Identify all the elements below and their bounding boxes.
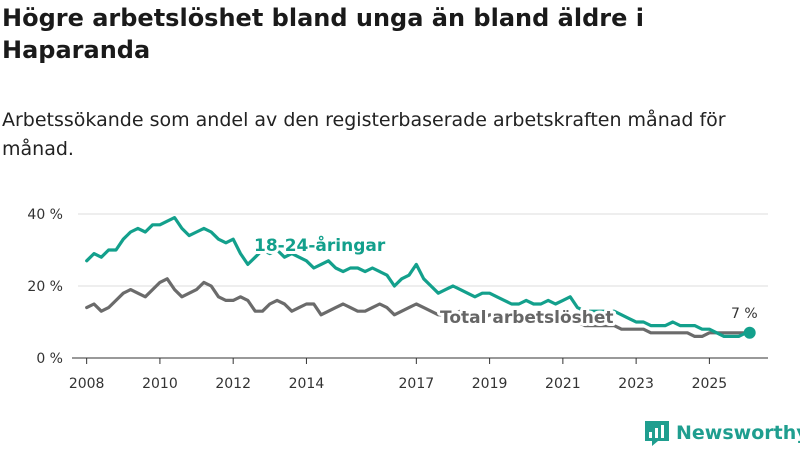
brand-name: Newsworthy (676, 422, 800, 444)
end-point-marker (743, 326, 756, 339)
series-label-total: Total arbetslöshet (440, 308, 614, 328)
series-line-total (85, 277, 752, 338)
newsworthy-logo: Newsworthy (644, 419, 800, 447)
chart-subtitle: Arbetssökande som andel av den registerb… (2, 109, 726, 160)
x-tick-label: 2012 (215, 376, 251, 392)
end-value-label: 7 % (731, 306, 758, 322)
chart-title: Högre arbetslöshet bland unga än bland ä… (2, 4, 644, 64)
x-tick-label: 2021 (545, 376, 581, 392)
y-tick-label: 20 % (27, 279, 63, 295)
x-tick-label: 2025 (692, 376, 728, 392)
newsworthy-chart-icon (645, 421, 669, 446)
y-tick-label: 0 % (36, 351, 63, 367)
x-tick-label: 2008 (69, 376, 105, 392)
series-line-youth (85, 216, 752, 338)
x-tick-label: 2019 (472, 376, 508, 392)
x-tick-label: 2023 (618, 376, 654, 392)
series-label-youth: 18-24-åringar (254, 234, 386, 256)
y-tick-label: 40 % (27, 207, 63, 223)
x-tick-label: 2014 (289, 376, 325, 392)
x-tick-label: 2010 (142, 376, 178, 392)
x-tick-label: 2017 (399, 376, 435, 392)
